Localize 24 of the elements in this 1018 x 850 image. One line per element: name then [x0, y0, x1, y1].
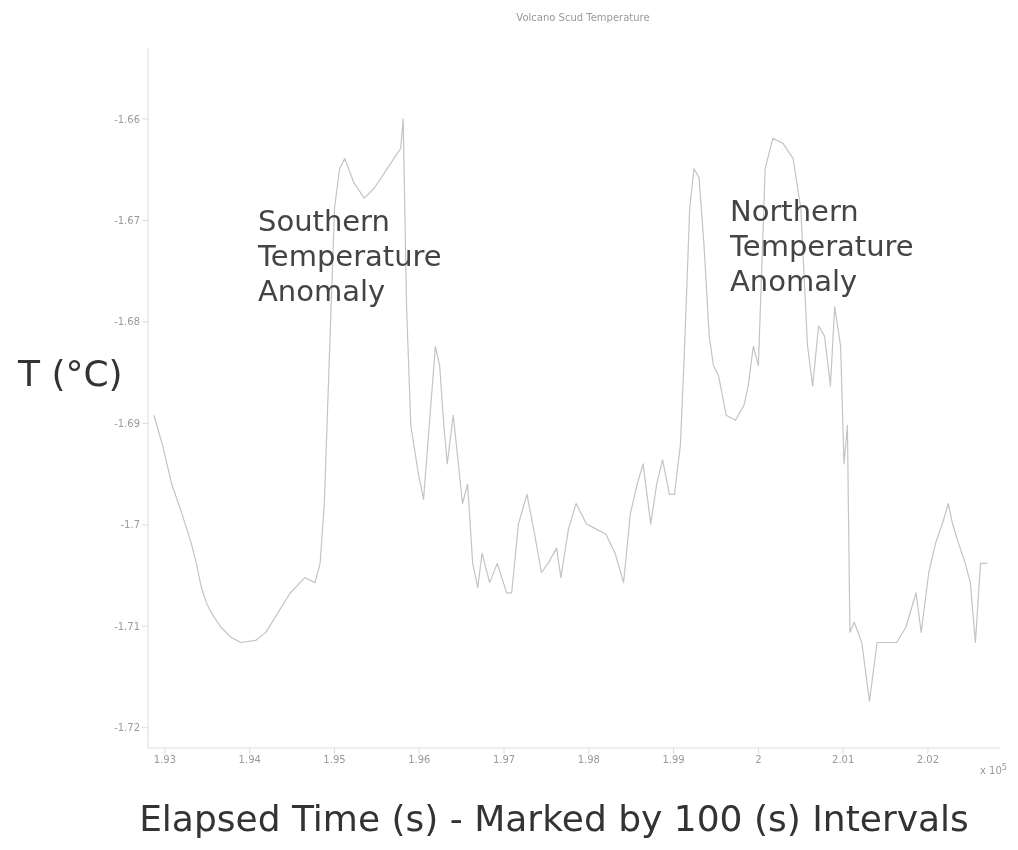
y-tick-label: -1.72 [114, 722, 140, 734]
y-axis-title: T (°C) [18, 353, 123, 394]
y-tick-label: -1.7 [120, 519, 140, 531]
y-tick-label: -1.66 [114, 113, 140, 125]
x-tick-label: 2.01 [832, 754, 855, 766]
text: x 10$^{5}$ [980, 762, 1008, 778]
x-tick-label: 1.95 [323, 754, 346, 766]
x-tick-label: 2.02 [916, 754, 940, 766]
x-tick-label: 1.94 [238, 754, 261, 766]
x-tick-label: 1.98 [577, 754, 600, 766]
x-tick-label: 2 [755, 754, 762, 766]
x-tick-label: 1.99 [662, 754, 685, 766]
x-tick-label: 1.96 [408, 754, 431, 766]
line-series [153, 118, 988, 702]
y-tick-label: -1.69 [114, 417, 140, 429]
x-tick-label: 1.93 [153, 754, 177, 766]
annotation: Northern Temperature Anomaly [730, 194, 914, 299]
x-tick-label: 1.97 [492, 754, 516, 766]
annotation: Southern Temperature Anomaly [258, 204, 442, 309]
chart-title: Volcano Scud Temperature [515, 12, 651, 23]
y-tick-label: -1.67 [114, 215, 140, 227]
x-axis-title: Elapsed Time (s) - Marked by 100 (s) Intervals [138, 798, 970, 839]
y-tick-label: -1.68 [114, 316, 140, 328]
y-tick-label: -1.71 [114, 620, 140, 632]
